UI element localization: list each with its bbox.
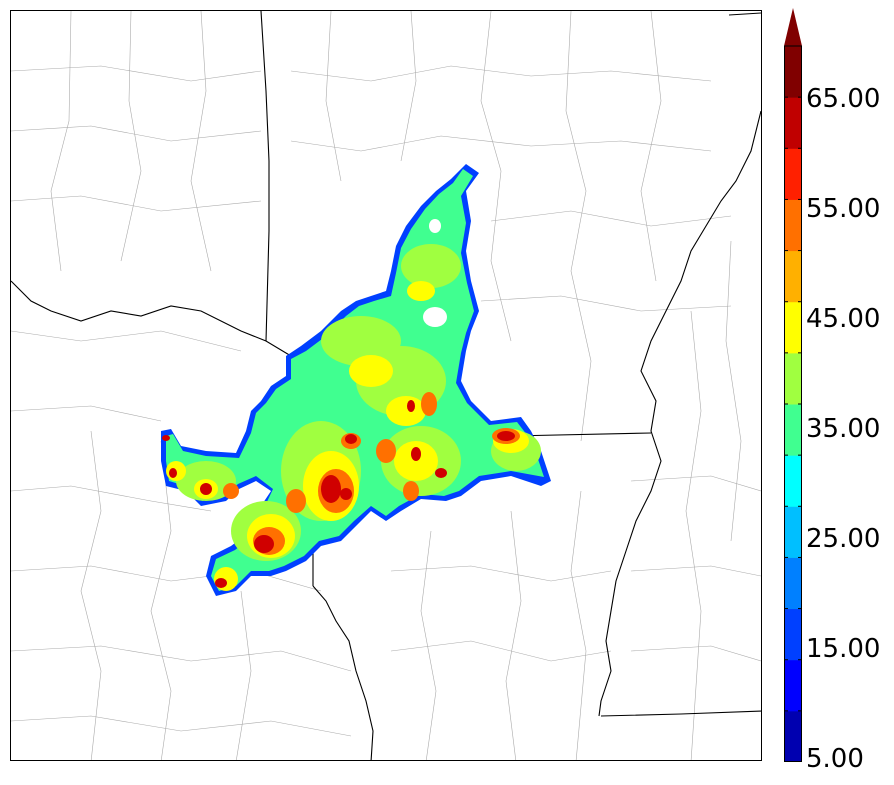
colorbar-segment [784,404,802,456]
colorbar-segment [784,301,802,354]
colorbar-segment [784,199,802,252]
precip-field [161,164,551,596]
colorbar-label-15: 15.00 [806,634,881,664]
colorbar-segment [784,352,802,405]
colorbar-label-55: 55.00 [806,194,881,224]
county-grid [11,11,761,760]
colorbar-segment [784,659,802,712]
map-panel [10,10,762,761]
colorbar-label-65: 65.00 [806,84,881,114]
colorbar-segment [784,608,802,661]
precip-hole-center [423,307,447,327]
colorbar-label-35: 35.00 [806,414,881,444]
colorbar-label-25: 25.00 [806,524,881,554]
colorbar [784,8,802,762]
precip-extreme [162,400,515,588]
colorbar-label-45: 45.00 [806,304,881,334]
colorbar-segment [784,506,802,558]
colorbar-segment [784,46,802,98]
colorbar-label-5: 5.00 [806,744,864,774]
colorbar-segment [784,97,802,149]
precipitation-map [11,11,761,760]
colorbar-segments [784,46,802,762]
colorbar-segment [784,710,802,762]
colorbar-segment [784,557,802,610]
colorbar-segment [784,250,802,303]
precip-intense [223,392,520,555]
colorbar-extend-arrow [784,8,802,46]
colorbar-ticks [784,96,802,712]
colorbar-segment [784,455,802,507]
precip-hole-north [429,219,441,233]
colorbar-segment [784,148,802,200]
